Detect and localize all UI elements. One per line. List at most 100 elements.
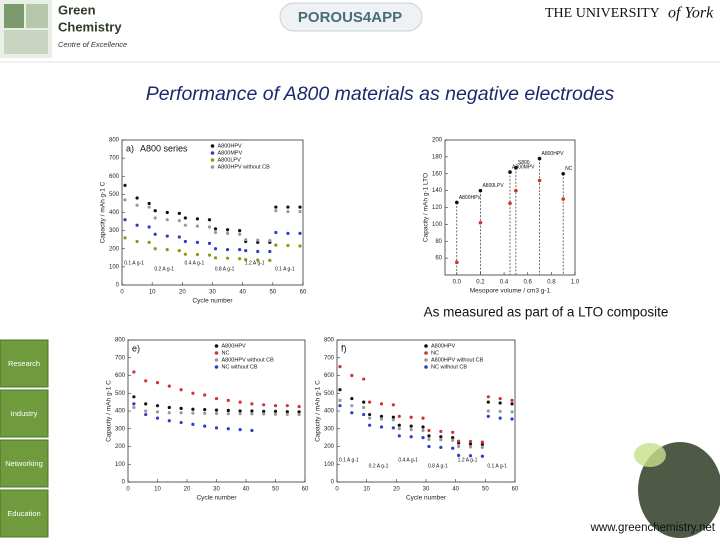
data-point — [191, 422, 195, 426]
y-tick-label: 160 — [432, 171, 443, 177]
data-point — [244, 238, 248, 242]
x-axis-label: Mesopore volume / cm3 g-1 — [470, 288, 551, 295]
data-point — [147, 201, 151, 206]
legend-marker — [210, 165, 215, 169]
data-point — [274, 230, 278, 235]
data-point — [147, 225, 151, 229]
data-point — [177, 219, 181, 223]
data-point — [397, 434, 401, 438]
data-point — [286, 231, 290, 235]
data-point — [250, 412, 254, 416]
data-point — [455, 200, 459, 205]
x-tick-label: 10 — [149, 290, 156, 296]
data-point — [457, 453, 461, 457]
y-tick-label: 60 — [435, 256, 442, 262]
y-tick-label: 800 — [109, 138, 120, 144]
data-point — [514, 188, 518, 193]
x-tick-label: 60 — [302, 487, 309, 493]
data-point — [195, 252, 200, 257]
data-point — [514, 166, 518, 170]
data-point — [155, 416, 160, 420]
x-tick-label: 10 — [363, 487, 370, 493]
slide-title: Performance of A800 materials as negativ… — [146, 83, 615, 105]
data-point — [135, 196, 139, 200]
x-tick-label: 20 — [393, 487, 400, 493]
data-point — [421, 436, 425, 440]
data-point — [147, 205, 151, 209]
data-point — [439, 435, 443, 439]
data-point — [165, 210, 169, 215]
x-tick-label: 1.0 — [571, 280, 580, 286]
x-tick-label: 50 — [482, 487, 489, 493]
legend-label: A800HPV without CB — [218, 164, 271, 170]
data-point — [167, 405, 171, 410]
data-point — [468, 445, 473, 449]
x-tick-label: 0 — [120, 290, 124, 296]
y-axis-label: Capacity / mAh g-1 C — [315, 380, 322, 442]
data-point — [214, 408, 219, 412]
data-point — [153, 232, 157, 236]
rate-annotation: 0.2 A g-1 — [369, 463, 389, 469]
data-point — [153, 216, 157, 220]
data-point — [297, 410, 301, 414]
y-axis-label: Capacity / mAh g-1 LTO — [423, 173, 430, 242]
data-point — [183, 216, 187, 220]
y-tick-label: 600 — [109, 174, 120, 180]
legend-marker — [214, 358, 219, 362]
x-tick-label: 20 — [179, 290, 186, 296]
x-tick-label: 0 — [335, 487, 339, 493]
x-tick-label: 0 — [126, 487, 130, 493]
data-point — [480, 440, 484, 444]
data-point — [132, 395, 136, 399]
data-point — [238, 409, 242, 413]
data-point — [498, 396, 502, 401]
point-label: A800HPV — [542, 151, 565, 157]
x-tick-label: 0.4 — [500, 280, 509, 286]
logo-subtitle: Centre of Excellence — [58, 40, 127, 49]
panel-label: f) — [341, 343, 347, 353]
y-tick-label: 0 — [122, 480, 126, 486]
data-point — [457, 444, 461, 449]
data-point — [195, 224, 200, 228]
data-point — [167, 419, 171, 423]
y-tick-label: 300 — [109, 228, 120, 234]
y-tick-label: 600 — [115, 373, 126, 379]
x-tick-label: 0.8 — [547, 280, 556, 286]
data-point — [225, 256, 230, 260]
data-point — [213, 256, 218, 260]
data-point — [213, 230, 218, 235]
data-point — [478, 188, 483, 193]
data-point — [179, 420, 183, 425]
data-point — [397, 423, 401, 427]
data-point — [214, 426, 219, 430]
y-tick-label: 400 — [109, 210, 120, 216]
data-point — [274, 243, 278, 247]
data-point — [486, 395, 490, 399]
data-point — [298, 231, 302, 235]
data-point — [177, 235, 181, 239]
data-point — [379, 414, 384, 418]
data-point — [203, 424, 207, 428]
data-point — [144, 402, 148, 406]
x-tick-label: 10 — [154, 487, 161, 493]
plot-frame — [121, 139, 304, 286]
rate-annotation: 1.2 A g-1 — [458, 457, 478, 463]
data-point — [226, 408, 230, 413]
data-point — [298, 244, 302, 248]
logo-block — [26, 4, 48, 28]
data-point — [256, 240, 260, 245]
data-point — [427, 428, 431, 433]
data-point — [207, 241, 212, 245]
data-point — [362, 405, 366, 410]
data-point — [144, 409, 148, 413]
data-point — [195, 217, 200, 221]
data-point — [238, 232, 242, 236]
partner-logo: POROUS4APP — [298, 9, 402, 26]
data-point — [250, 428, 254, 433]
data-point — [226, 398, 230, 402]
data-point — [478, 220, 483, 225]
y-tick-label: 700 — [115, 355, 126, 361]
y-axis-label: Capacity / mAh g-1 C — [100, 181, 107, 243]
data-point — [510, 402, 514, 406]
data-point — [179, 388, 183, 392]
